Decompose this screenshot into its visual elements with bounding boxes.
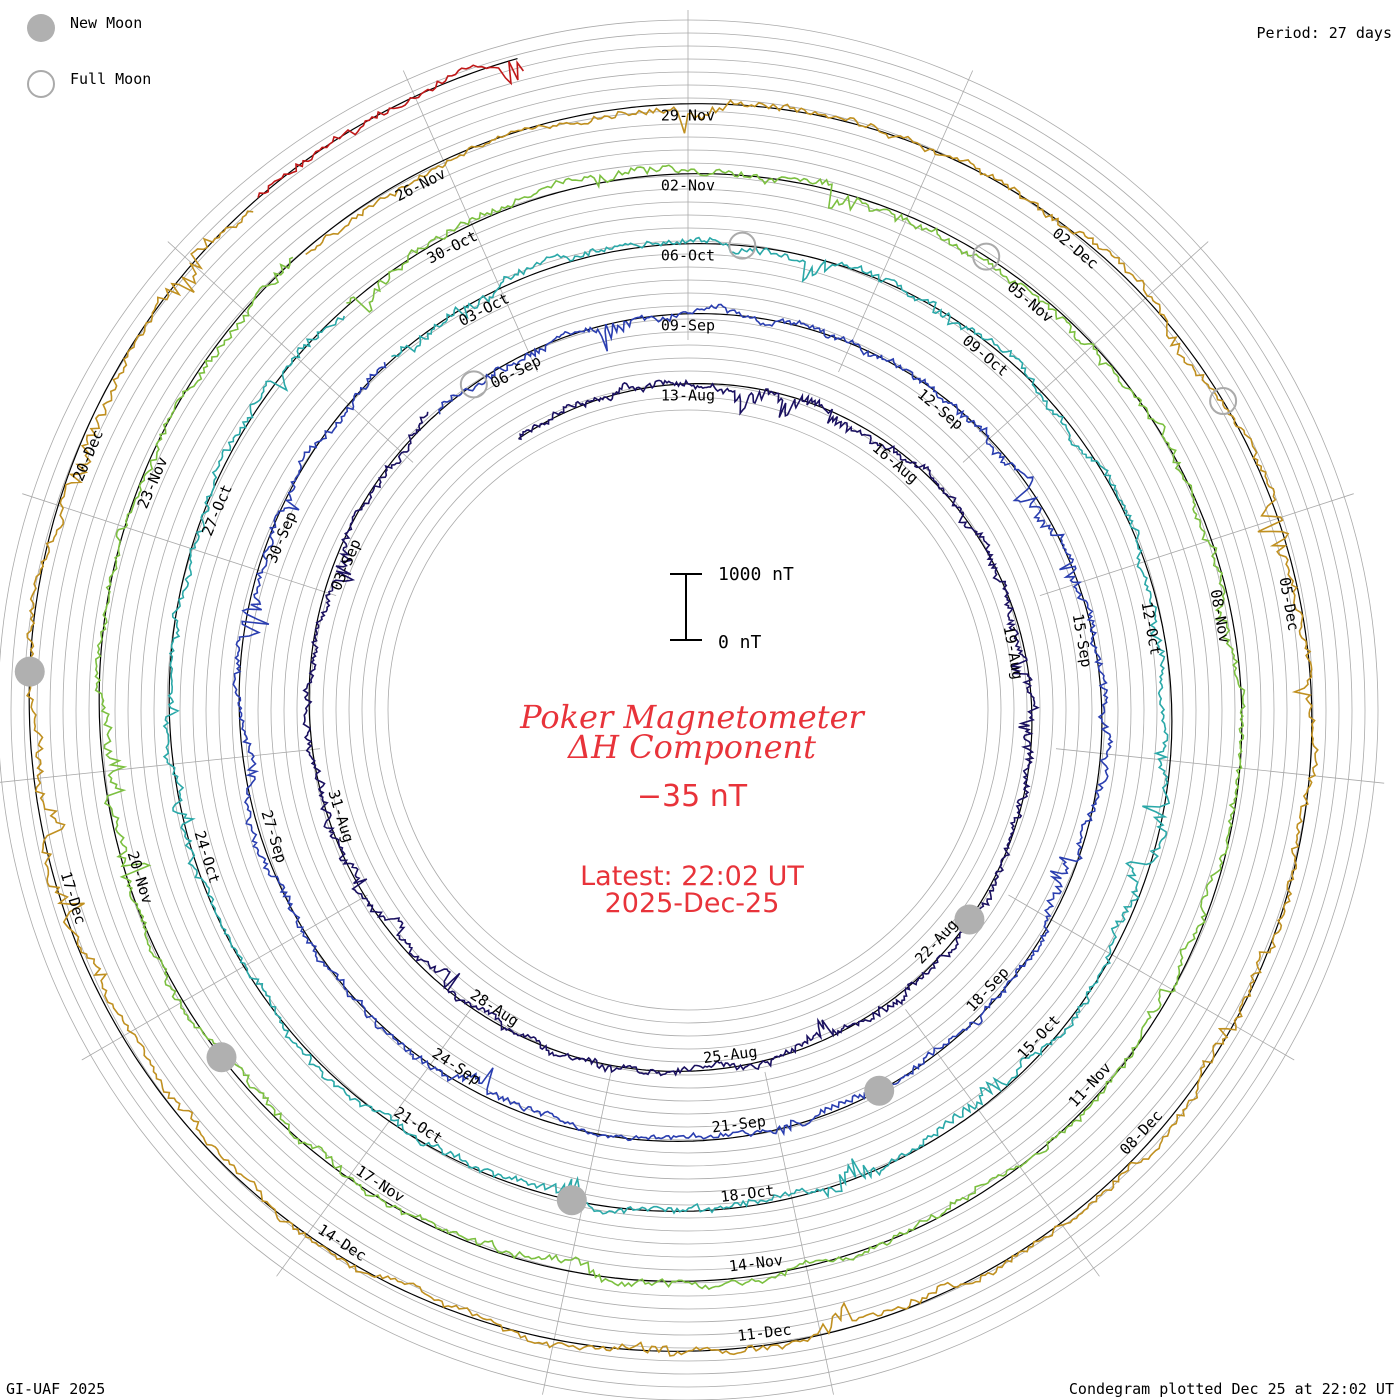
radial-spoke (764, 1071, 834, 1395)
scale-bar: 1000 nT 0 nT (670, 564, 794, 653)
radial-spoke (542, 1071, 612, 1395)
date-label: 11-Dec (736, 1320, 792, 1344)
title-line-1: Poker Magnetometer (519, 698, 865, 736)
plotted-timestamp: Condegram plotted Dec 25 at 22:02 UT (1068, 1380, 1394, 1398)
new-moon-marker (206, 1042, 237, 1073)
radial-spoke (962, 241, 1209, 463)
new-moon-marker (954, 904, 985, 935)
moon-phase-markers (14, 231, 1238, 1216)
center-title: Poker Magnetometer ΔH Component −35 nT L… (519, 698, 865, 919)
data-series (26, 60, 1319, 1357)
date-label: 27-Oct (198, 482, 236, 539)
radial-spoke (1039, 493, 1354, 597)
full-moon-marker (728, 231, 757, 260)
radial-spoke (167, 241, 414, 463)
full-moon-legend-label: Full Moon (70, 70, 152, 88)
credit-label: GI-UAF 2025 (6, 1380, 106, 1398)
full-moon-marker (459, 370, 488, 399)
radial-spoke (0, 748, 321, 783)
date-label: 24-Sep (429, 1044, 484, 1089)
latest-date: 2025-Dec-25 (605, 888, 780, 919)
grid-ring (335, 357, 1041, 1063)
date-label: 23-Nov (134, 454, 172, 511)
date-label: 09-Sep (661, 316, 715, 334)
date-label: 30-Oct (424, 227, 480, 268)
date-label: 28-Aug (467, 986, 522, 1031)
series-trace-1 (302, 378, 1040, 1077)
date-label: 29-Nov (661, 106, 715, 124)
date-label: 30-Sep (263, 509, 301, 566)
date-label: 17-Dec (57, 869, 90, 926)
title-line-2: ΔH Component (566, 728, 816, 766)
latest-time: Latest: 22:02 UT (580, 861, 804, 892)
series-trace-2 (232, 303, 1114, 1142)
radial-spoke (1008, 894, 1295, 1061)
series-trace-5 (26, 99, 1319, 1357)
date-label: 06-Oct (661, 246, 715, 264)
radial-spoke (81, 894, 368, 1061)
date-label: 03-Oct (456, 289, 512, 330)
date-label: 06-Sep (488, 352, 544, 393)
date-label: 19-Aug (1000, 624, 1027, 680)
new-moon-legend-icon (27, 14, 55, 42)
radial-spokes (0, 10, 1385, 1395)
date-label: 02-Nov (661, 176, 715, 194)
scale-bar-top-label: 1000 nT (718, 564, 794, 585)
full-moon-marker (1209, 387, 1238, 416)
grid-ring (374, 396, 1002, 1024)
date-label: 26-Nov (392, 164, 448, 205)
date-label: 12-Oct (1138, 600, 1165, 656)
date-label: 08-Nov (1207, 588, 1234, 644)
radial-spoke (402, 70, 538, 373)
new-moon-legend-label: New Moon (70, 14, 143, 32)
radial-spoke (276, 1009, 471, 1277)
series-trace-6 (257, 60, 525, 198)
radial-spoke (22, 493, 337, 597)
new-moon-marker (556, 1185, 587, 1216)
radial-spoke (1055, 748, 1385, 784)
full-moon-legend-icon (27, 70, 55, 98)
new-moon-marker (14, 656, 45, 687)
grid-ring (348, 370, 1028, 1050)
grid-ring (387, 409, 989, 1011)
date-label: 13-Aug (661, 386, 715, 404)
date-label: 21-Sep (711, 1112, 767, 1136)
date-label: 18-Oct (719, 1181, 775, 1205)
series-trace-4 (94, 164, 1246, 1291)
new-moon-marker (864, 1075, 895, 1106)
date-label: 20-Nov (124, 849, 157, 906)
full-moon-marker (972, 242, 1001, 271)
date-label: 05-Dec (1275, 576, 1302, 632)
radial-spoke (838, 70, 974, 373)
scale-bar-bottom-label: 0 nT (718, 632, 762, 653)
period-label: Period: 27 days (1256, 24, 1392, 42)
series-trace-3 (162, 236, 1171, 1215)
radial-spoke (905, 1009, 1100, 1277)
current-value: −35 nT (637, 779, 748, 814)
grid-ring (322, 344, 1054, 1076)
